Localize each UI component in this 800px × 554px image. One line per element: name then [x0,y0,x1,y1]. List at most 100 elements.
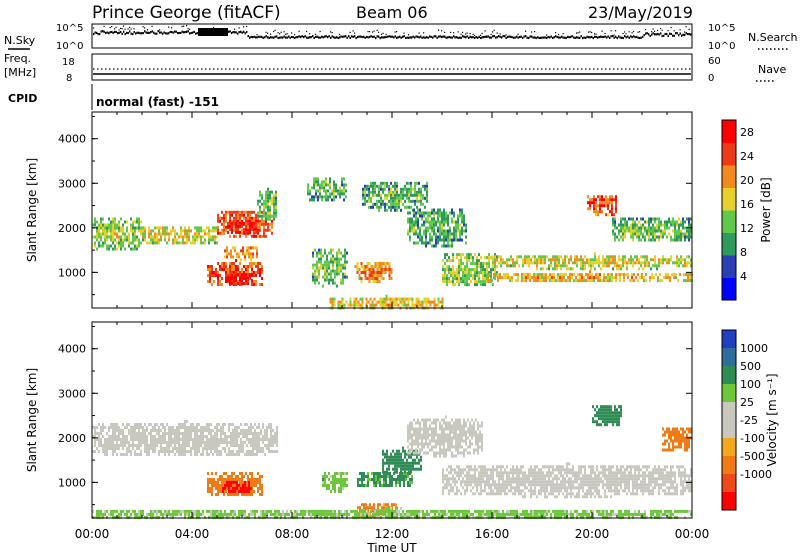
heatmap-cell [166,423,168,426]
heatmap-cell [342,281,344,285]
heatmap-cell [188,438,190,441]
heatmap-cell [415,297,418,301]
heatmap-cell [217,283,219,286]
heatmap-cell [425,421,427,425]
heatmap-cell [166,444,168,447]
noise-point [228,30,230,33]
heatmap-cell [457,418,459,422]
heatmap-cell [346,251,348,255]
heatmap-cell [542,261,544,265]
heatmap-cell [329,183,331,187]
heatmap-cell [128,238,130,242]
heatmap-cell [547,276,549,280]
heatmap-cell [410,464,412,468]
heatmap-cell [232,450,234,453]
heatmap-cell [164,435,166,438]
heatmap-cell [267,199,269,203]
noise-point [111,30,113,34]
heatmap-cell [382,458,384,462]
heatmap-cell [660,235,662,239]
heatmap-cell [402,190,404,194]
heatmap-cell [682,235,684,239]
heatmap-cell [243,210,245,214]
heatmap-cell [622,229,624,233]
heatmap-cell [257,262,259,265]
heatmap-cell [594,261,596,265]
heatmap-cell [251,484,253,487]
heatmap-cell [544,255,546,259]
heatmap-cell [486,271,488,275]
heatmap-cell [225,219,227,223]
heatmap-cell [164,235,166,239]
heatmap-cell [233,472,235,475]
heatmap-cell [318,266,320,270]
heatmap-cell [100,217,102,221]
heatmap-cell [150,235,152,239]
heatmap-cell [425,424,427,428]
heatmap-cell [209,268,211,271]
heatmap-cell [214,450,216,453]
heatmap-cell [221,484,223,487]
heatmap-cell [612,229,614,233]
heatmap-cell [336,257,338,261]
heatmap-cell [585,273,587,277]
heatmap-cell [568,258,570,262]
heatmap-cell [447,220,449,224]
heatmap-cell [356,268,359,271]
heatmap-cell [265,211,267,215]
heatmap-cell [615,207,617,211]
heatmap-cell [223,262,225,265]
heatmap-cell [323,183,325,187]
heatmap-cell [423,220,425,224]
heatmap-cell [576,261,578,265]
noise-point [325,35,327,38]
heatmap-cell [220,435,222,438]
noise-point [159,31,161,34]
heatmap-cell [644,255,646,259]
heatmap-cell [476,262,478,266]
heatmap-cell [236,438,238,441]
heatmap-cell [102,450,104,453]
heatmap-cell [104,426,106,429]
heatmap-cell [346,472,348,475]
heatmap-cell [313,180,315,184]
heatmap-cell [140,450,142,453]
heatmap-cell [92,435,94,438]
heatmap-cell [186,235,188,239]
heatmap-cell [533,279,535,283]
heatmap-cell [200,229,202,233]
heatmap-cell [642,217,644,221]
nsearch-label: N.Search [748,31,798,44]
heatmap-cell [250,252,252,256]
heatmap-cell [148,453,150,456]
noise-point [276,35,278,38]
heatmap-cell [429,418,431,422]
heatmap-cell [536,267,538,271]
heatmap-cell [223,231,225,235]
station-title: Prince George (fitACF) [92,3,281,23]
heatmap-cell [251,224,253,228]
heatmap-cell [209,271,211,274]
heatmap-cell [422,196,424,200]
heatmap-cell [368,277,371,280]
heatmap-cell [441,300,444,304]
heatmap-cell [413,442,415,446]
heatmap-cell [211,268,213,271]
heatmap-cell [239,230,241,234]
heatmap-cell [382,470,384,474]
heatmap-cell [233,268,235,271]
heatmap-cell [136,235,138,239]
heatmap-cell [227,478,229,481]
heatmap-cell [380,262,383,265]
heatmap-cell [158,238,160,242]
heatmap-cell [112,423,114,426]
heatmap-cell [592,261,594,265]
heatmap-cell [242,435,244,438]
noise-point [274,35,276,38]
heatmap-cell [425,297,428,301]
heatmap-cell [386,268,389,271]
heatmap-cell [317,177,319,181]
heatmap-cell [368,184,370,188]
heatmap-cell [593,201,595,205]
heatmap-cell [239,213,241,217]
